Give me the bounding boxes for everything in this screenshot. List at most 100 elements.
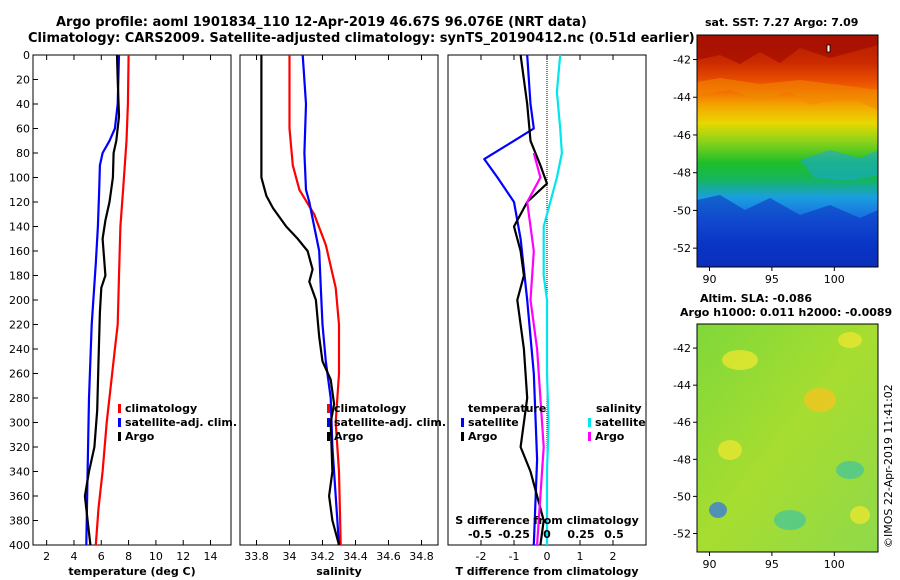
x-tick-label: 34.8	[409, 550, 434, 563]
legend-swatch-sal-satellite	[588, 418, 591, 427]
legend-swatch-argo	[118, 432, 121, 441]
title-line2: Climatology: CARS2009. Satellite-adjuste…	[28, 31, 695, 46]
sla-blob	[709, 502, 727, 518]
x-tick-label: 6	[98, 550, 105, 563]
y-tick-label: 180	[9, 270, 30, 283]
series-line-climatology	[94, 55, 130, 545]
legend-swatch-satellite	[118, 418, 121, 427]
credit-text: ©IMOS 22-Apr-2019 11:41:02	[882, 384, 895, 548]
y-tick-label: 60	[16, 123, 30, 136]
map-x-tick-label: 95	[765, 558, 779, 571]
top-tick-label: 0.25	[567, 528, 594, 541]
sst-frame	[696, 34, 879, 268]
y-tick-label: 140	[9, 221, 30, 234]
salinity-xlabel: salinity	[316, 565, 362, 578]
map-x-tick-label: 90	[702, 558, 716, 571]
series-line-climatology	[288, 55, 342, 545]
x-tick-label: 34.4	[343, 550, 368, 563]
series-line-salinity-argo	[526, 152, 545, 545]
difference-top-axis-label: S difference from climatology	[455, 514, 639, 527]
legend-swatch-temp-satellite	[461, 418, 464, 427]
series-line-argo	[83, 55, 121, 545]
x-tick-label: 34	[283, 550, 297, 563]
x-tick-label: 2	[43, 550, 50, 563]
map-y-tick-label: -44	[673, 379, 691, 392]
sla-blob	[804, 388, 836, 412]
series-line-temperature-argo	[512, 55, 549, 545]
x-tick-label: 4	[70, 550, 77, 563]
sst-title: sat. SST: 7.27 Argo: 7.09	[705, 16, 858, 29]
sst-warm-patch	[697, 35, 878, 64]
sla-blob	[722, 350, 758, 370]
map-y-tick-label: -48	[673, 167, 691, 180]
y-tick-label: 380	[9, 515, 30, 528]
map-x-tick-label: 95	[765, 273, 779, 286]
title-line1: Argo profile: aoml 1901834_110 12-Apr-20…	[56, 15, 587, 30]
legend-label-argo: Argo	[125, 430, 155, 443]
legend-label-argo: Argo	[334, 430, 364, 443]
sla-blob	[774, 510, 806, 530]
x-tick-label: 0	[544, 550, 551, 563]
difference-top-ticks: -0.5 -0.25 0 0.25 0.5	[468, 528, 624, 541]
y-tick-label: 280	[9, 392, 30, 405]
sla-map: Altim. SLA: -0.086 Argo h1000: 0.011 h20…	[673, 292, 892, 571]
sst-cyan-patch	[800, 150, 878, 180]
y-tick-label: 20	[16, 74, 30, 87]
sla-title-2: Argo h1000: 0.011 h2000: -0.0089	[680, 306, 892, 319]
map-y-tick-label: -50	[673, 490, 691, 503]
legend-label-temp-satellite: satellite	[468, 416, 519, 429]
map-x-tick-label: 100	[824, 558, 845, 571]
sst-cold-patch	[697, 195, 878, 267]
y-tick-label: 80	[16, 147, 30, 160]
map-y-tick-label: -46	[673, 129, 691, 142]
y-tick-label: 220	[9, 319, 30, 332]
x-tick-label: -1	[509, 550, 520, 563]
map-y-tick-label: -44	[673, 91, 691, 104]
y-tick-label: 100	[9, 172, 30, 185]
x-tick-label: 8	[125, 550, 132, 563]
sla-blob	[718, 440, 742, 460]
x-tick-label: 1	[577, 550, 584, 563]
sla-frame	[696, 323, 879, 553]
top-tick-label: 0	[543, 528, 551, 541]
legend-label-satellite: satellite-adj. clim.	[125, 416, 237, 429]
map-y-tick-label: -52	[673, 527, 691, 540]
legend-heading-temperature: temperature	[468, 402, 546, 415]
x-tick-label: 12	[176, 550, 190, 563]
legend-swatch-climatology	[118, 404, 121, 413]
difference-legend-salinity: salinity satellite Argo	[588, 402, 646, 443]
y-tick-label: 400	[9, 539, 30, 552]
x-tick-label: 33.8	[244, 550, 269, 563]
y-tick-label: 40	[16, 98, 30, 111]
map-y-tick-label: -42	[673, 342, 691, 355]
legend-label-climatology: climatology	[334, 402, 406, 415]
map-y-tick-label: -52	[673, 242, 691, 255]
series-line-satellite-adj-clim-	[301, 55, 341, 545]
y-tick-label: 240	[9, 343, 30, 356]
top-tick-label: 0.5	[604, 528, 624, 541]
sla-blob	[838, 332, 862, 348]
y-tick-label: 360	[9, 490, 30, 503]
legend-label-satellite: satellite-adj. clim.	[334, 416, 446, 429]
sla-blob	[850, 506, 870, 524]
sst-front-patch	[697, 78, 878, 110]
y-tick-label: 160	[9, 245, 30, 258]
legend-swatch-temp-argo	[461, 432, 464, 441]
legend-label-temp-argo: Argo	[468, 430, 498, 443]
x-tick-label: 14	[204, 550, 218, 563]
y-tick-label: 340	[9, 466, 30, 479]
salinity-legend: climatology satellite-adj. clim. Argo	[327, 402, 446, 443]
panel-temperature: 0 20 40 60 80 100 120 140 160 180 200 220 240 260 280 3…	[9, 49, 237, 578]
series-line-salinity-satellite	[542, 55, 563, 545]
temperature-xlabel: temperature (deg C)	[68, 565, 195, 578]
difference-legend-temperature: temperature satellite Argo	[461, 402, 546, 443]
y-tick-label: 0	[23, 49, 30, 62]
panel-salinity: 33.8 34 34.2 34.4 34.6 34.8 salinity climatol…	[239, 54, 446, 578]
legend-label-sal-satellite: satellite	[595, 416, 646, 429]
series-line-satellite-adj-clim-	[85, 55, 121, 545]
series-line-argo	[260, 55, 341, 545]
legend-swatch-sal-argo	[588, 432, 591, 441]
map-y-tick-label: -46	[673, 416, 691, 429]
x-tick-label: 34.6	[376, 550, 401, 563]
